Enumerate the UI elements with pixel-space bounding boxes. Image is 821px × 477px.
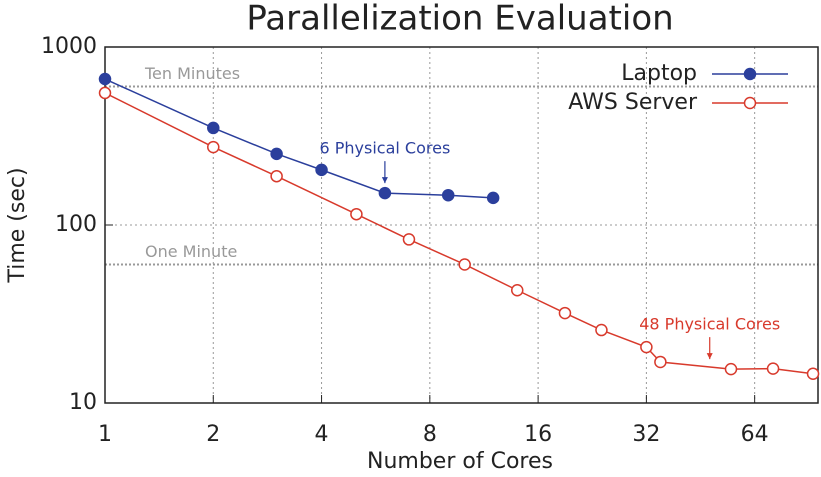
- reference-label: One Minute: [145, 242, 237, 261]
- point: [595, 323, 608, 337]
- series-line: [104, 92, 814, 375]
- point: [486, 191, 500, 205]
- x-tick-label: 32: [632, 422, 660, 447]
- point: [766, 362, 780, 375]
- x-axis-label: Number of Cores: [367, 449, 553, 474]
- point: [458, 258, 471, 271]
- reference-label: Ten Minutes: [144, 64, 240, 83]
- point: [378, 186, 392, 200]
- y-tick-label: 100: [55, 212, 97, 237]
- point: [315, 163, 328, 177]
- point: [98, 72, 112, 86]
- legend-marker: [743, 67, 757, 81]
- x-tick-label: 4: [315, 422, 329, 447]
- legend-marker: [743, 96, 757, 110]
- y-axis-label: Time (sec): [5, 167, 30, 283]
- legend-label: AWS Server: [568, 90, 698, 115]
- legend-label: Laptop: [621, 61, 697, 86]
- annotation: 48 Physical Cores: [639, 315, 780, 334]
- point: [806, 367, 820, 380]
- y-tick-label: 1000: [41, 34, 97, 59]
- annotation-arrowhead: [706, 353, 713, 360]
- y-tick-label: 10: [69, 390, 97, 415]
- point: [270, 147, 283, 161]
- plot-frame: [104, 46, 819, 404]
- point: [558, 306, 572, 320]
- x-tick-label: 2: [206, 422, 220, 447]
- point: [510, 283, 524, 297]
- x-tick-label: 8: [423, 422, 437, 447]
- point: [207, 140, 220, 154]
- point: [724, 362, 738, 376]
- point: [350, 207, 363, 221]
- x-tick-label: 16: [524, 422, 552, 447]
- chart-title: Parallelization Evaluation: [246, 0, 673, 39]
- point: [270, 169, 283, 183]
- point: [441, 188, 455, 202]
- annotation-arrowhead: [381, 177, 388, 184]
- x-tick-label: 64: [741, 422, 769, 447]
- point: [98, 86, 112, 100]
- point: [654, 355, 667, 369]
- point: [640, 340, 653, 354]
- point: [402, 233, 416, 246]
- x-tick-label: 1: [98, 422, 112, 447]
- annotation: 6 Physical Cores: [319, 139, 450, 158]
- point: [207, 121, 220, 135]
